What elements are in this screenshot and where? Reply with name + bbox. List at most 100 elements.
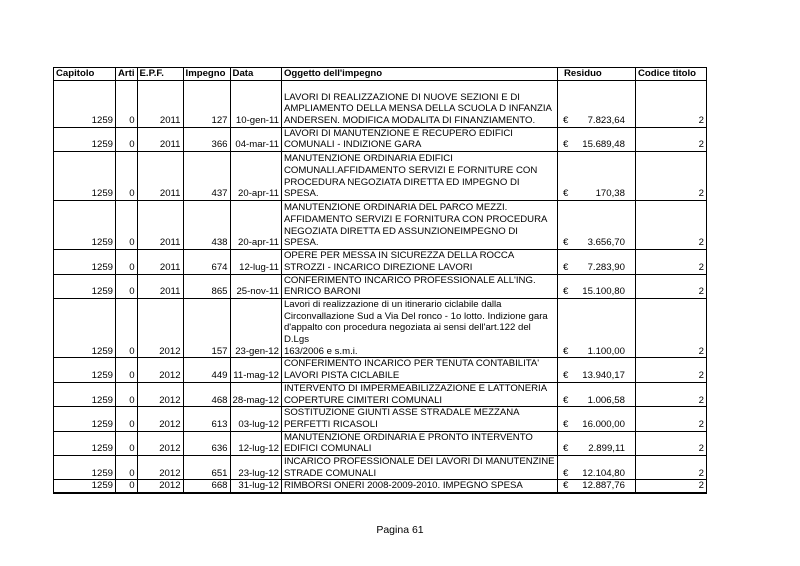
impegno-cell: 674 (182, 249, 231, 275)
currency-symbol: € (562, 237, 569, 249)
impegno-cell: 468 (182, 381, 231, 408)
capitolo-cell: 1259 (53, 200, 116, 251)
arti-cell: 0 (115, 479, 138, 495)
oggetto-cell: LAVORI DI MANUTENZIONE E RECUPERO EDIFIC… (280, 126, 558, 153)
codice-cell: 2 (634, 406, 707, 432)
residuo-value: 7.283,90 (587, 261, 625, 273)
capitolo-cell: 1259 (53, 297, 116, 359)
header-codice: Codice titolo (634, 67, 707, 81)
currency-symbol: € (562, 467, 569, 479)
codice-cell: 2 (634, 126, 707, 153)
currency-symbol: € (562, 443, 569, 455)
impegno-cell: 865 (182, 273, 231, 299)
table-row: 1259 0 2011 674 12-lug-11 OPERE PER MESSA IN … (53, 249, 707, 275)
residuo-cell: €13.940,17 (556, 357, 636, 383)
codice-cell: 2 (634, 297, 707, 359)
residuo-cell: €1.006,58 (556, 381, 636, 408)
residuo-value: 1.006,58 (587, 394, 625, 406)
impegno-cell: 636 (182, 430, 231, 457)
capitolo-cell: 1259 (53, 455, 116, 481)
arti-cell: 0 (115, 79, 138, 128)
table-row: 1259 0 2012 636 12-lug-12 MANUTENZIONE ORDINA… (53, 430, 707, 457)
capitolo-cell: 1259 (53, 249, 116, 275)
codice-cell: 2 (634, 479, 707, 495)
residuo-cell: €3.656,70 (556, 200, 636, 251)
currency-symbol: € (562, 480, 569, 492)
residuo-value: 15.100,80 (582, 286, 625, 298)
residuo-cell: €7.823,64 (556, 79, 636, 128)
codice-cell: 2 (634, 381, 707, 408)
table-row: 1259 0 2012 157 23-gen-12 Lavori di realizzaz… (53, 297, 707, 359)
residuo-value: 12.104,80 (582, 467, 625, 479)
header-oggetto: Oggetto dell'impegno (280, 67, 558, 81)
epf-cell: 2011 (136, 273, 184, 299)
capitolo-cell: 1259 (53, 479, 116, 495)
residuo-cell: €15.689,48 (556, 126, 636, 153)
data-cell: 20-apr-11 (229, 151, 282, 202)
codice-cell: 2 (634, 273, 707, 299)
oggetto-cell: CONFERIMENTO INCARICO PER TENUTA CONTABI… (280, 357, 558, 383)
currency-symbol: € (562, 370, 569, 382)
header-data: Data (229, 67, 282, 81)
currency-symbol: € (562, 345, 569, 357)
data-cell: 12-lug-11 (229, 249, 282, 275)
oggetto-cell: INTERVENTO DI IMPERMEABILIZZAZIONE E LAT… (280, 381, 558, 408)
impegno-cell: 449 (182, 357, 231, 383)
oggetto-cell: OPERE PER MESSA IN SICUREZZA DELLA ROCCA… (280, 249, 558, 275)
epf-cell: 2012 (136, 455, 184, 481)
data-cell: 23-lug-12 (229, 455, 282, 481)
residuo-cell: €12.104,80 (556, 455, 636, 481)
page-number: Pagina 61 (376, 524, 424, 536)
currency-symbol: € (562, 394, 569, 406)
residuo-value: 16.000,00 (582, 418, 625, 430)
residuo-cell: €15.100,80 (556, 273, 636, 299)
oggetto-cell: LAVORI DI REALIZZAZIONE DI NUOVE SEZIONI… (280, 79, 558, 128)
arti-cell: 0 (115, 126, 138, 153)
data-cell: 28-mag-12 (229, 381, 282, 408)
table-row: 1259 0 2011 865 25-nov-11 CONFERIMENTO INCARI… (53, 273, 707, 299)
epf-cell: 2011 (136, 79, 184, 128)
codice-cell: 2 (634, 249, 707, 275)
oggetto-cell: SOSTITUZIONE GIUNTI ASSE STRADALE MEZZAN… (280, 406, 558, 432)
epf-cell: 2012 (136, 430, 184, 457)
residuo-cell: €16.000,00 (556, 406, 636, 432)
arti-cell: 0 (115, 455, 138, 481)
impegni-table: Capitolo Arti E.P.F. Impegno Data Oggett… (53, 67, 707, 495)
header-residuo: Residuo (556, 67, 636, 81)
table-row: 1259 0 2012 668 31-lug-12 RIMBORSI ONERI 2008… (53, 479, 707, 495)
oggetto-cell: Lavori di realizzazione di un itinerario… (280, 297, 558, 359)
data-cell: 23-gen-12 (229, 297, 282, 359)
oggetto-cell: MANUTENZIONE ORDINARIA E PRONTO INTERVEN… (280, 430, 558, 457)
oggetto-cell: MANUTENZIONE ORDINARIA EDIFICI COMUNALI.… (280, 151, 558, 202)
table-row: 1259 0 2012 613 03-lug-12 SOSTITUZIONE GIUNTI… (53, 406, 707, 432)
residuo-value: 13.940,17 (582, 370, 625, 382)
data-cell: 12-lug-12 (229, 430, 282, 457)
currency-symbol: € (562, 115, 569, 126)
table-row: 1259 0 2011 437 20-apr-11 MANUTENZIONE ORDINA… (53, 151, 707, 202)
capitolo-cell: 1259 (53, 126, 116, 153)
arti-cell: 0 (115, 406, 138, 432)
residuo-cell: €7.283,90 (556, 249, 636, 275)
arti-cell: 0 (115, 430, 138, 457)
residuo-value: 170,38 (595, 188, 625, 200)
header-arti: Arti (115, 67, 138, 81)
codice-cell: 2 (634, 151, 707, 202)
arti-cell: 0 (115, 357, 138, 383)
arti-cell: 0 (115, 297, 138, 359)
data-cell: 20-apr-11 (229, 200, 282, 251)
currency-symbol: € (562, 188, 569, 200)
codice-cell: 2 (634, 200, 707, 251)
residuo-cell: €1.100,00 (556, 297, 636, 359)
residuo-value: 2.899,11 (588, 443, 625, 455)
table-row: 1259 0 2011 127 10-gen-11 LAVORI DI REALIZZAZ… (53, 79, 707, 128)
data-cell: 03-lug-12 (229, 406, 282, 432)
codice-cell: 2 (634, 79, 707, 128)
capitolo-cell: 1259 (53, 273, 116, 299)
table-row: 1259 0 2012 468 28-mag-12 INTERVENTO DI IMPER… (53, 381, 707, 408)
impegno-cell: 651 (182, 455, 231, 481)
epf-cell: 2011 (136, 249, 184, 275)
oggetto-cell: INCARICO PROFESSIONALE DEI LAVORI DI MAN… (280, 455, 558, 481)
epf-cell: 2012 (136, 297, 184, 359)
header-capitolo: Capitolo (53, 67, 116, 81)
currency-symbol: € (562, 418, 569, 430)
